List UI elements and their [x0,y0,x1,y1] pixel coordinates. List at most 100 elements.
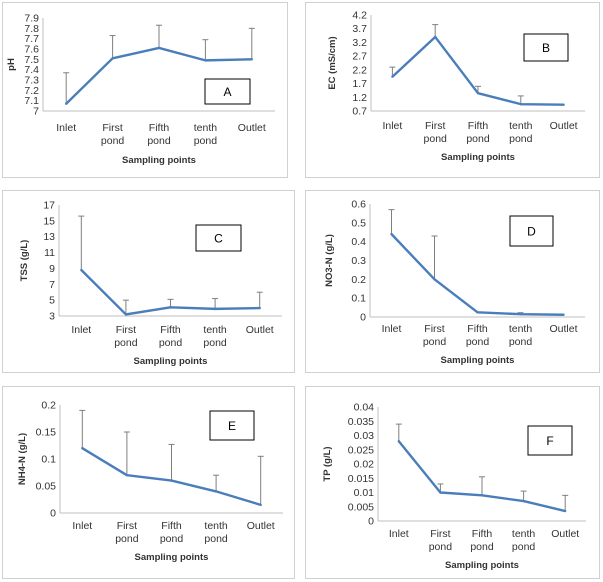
y-tick-label: 17 [43,200,55,212]
data-point [65,102,68,105]
y-tick-label: 3 [49,311,55,323]
x-tick-label: tenth pond [509,323,533,348]
panel-label: B [542,41,550,55]
data-point [204,59,207,62]
data-point [522,499,525,503]
x-tick-label: Outlet [238,122,266,134]
y-tick-label: 0.6 [351,199,366,211]
data-point [480,494,484,497]
data-point [391,75,394,78]
chart-panel-b: 0.7 1.2 1.7 2.2 2.7 3.2 3.7 4.2 Inlet First pond Fi… [305,2,600,178]
y-tick-label: 0.4 [351,236,366,248]
panel-label-box [209,410,255,441]
x-axis-title: Sampling points [445,560,519,571]
x-tick-label: Outlet [551,528,579,540]
x-axis-title: Sampling points [122,155,196,166]
x-axis-title: Sampling points [134,356,208,367]
x-tick-label: Fifth pond [160,520,184,545]
x-tick-label: Inlet [389,528,409,540]
y-tick-label: 7.6 [24,44,39,56]
data-point [157,46,161,50]
y-tick-label: 13 [43,231,55,243]
x-tick-label: Fifth pond [147,122,171,147]
x-tick-label: Fifth pond [466,120,490,145]
panel-label: F [546,434,553,448]
data-point [562,313,565,316]
y-tick-label: 0.2 [41,400,56,412]
panel-label: E [228,419,236,433]
data-point [250,58,253,61]
y-tick-label: 0 [360,312,366,324]
x-tick-label: Outlet [550,120,578,132]
data-point [258,306,261,310]
panel-label-box [204,78,251,105]
y-tick-label: 3.7 [352,23,367,35]
x-tick-label: Inlet [72,520,92,532]
data-point [433,278,436,281]
chart-panel-e: 0 0.05 0.1 0.15 0.2 Inlet First pond Fifth pond te… [2,386,295,579]
x-axis-title: Sampling points [441,152,515,163]
data-point [80,268,83,272]
x-axis-title: Sampling points [441,355,515,366]
x-tick-label: tenth pond [203,324,227,349]
panel-label-box [523,33,569,62]
data-point [169,306,172,309]
chart-panel-a: 7 7.1 7.2 7.3 7.4 7.5 7.6 7.7 7.8 7.9 Inlet First po… [2,2,288,178]
panel-label-box [527,425,573,456]
y-tick-label: 0.025 [348,444,374,456]
x-tick-label: First pond [423,323,447,348]
chart-b: 0.7 1.2 1.7 2.22.7 3.2 3.74.2 Inlet First pond Fi… [327,10,585,163]
x-axis-title: Sampling points [135,552,209,563]
y-tick-label: 0.02 [354,459,375,471]
x-tick-label: Fifth pond [470,528,494,553]
data-point [519,312,522,316]
x-tick-label: Fifth pond [466,323,490,348]
chart-panel-f: 0 0.005 0.01 0.015 0.02 0.025 0.03 0.035 0.04 Inl… [305,386,600,579]
data-point [259,503,262,507]
y-tick-label: 2.7 [352,51,367,63]
x-tick-label: Outlet [549,323,577,335]
data-point [476,311,479,314]
y-tick-label: 7 [49,279,55,291]
y-tick-label: 0.1 [351,293,366,305]
data-point [562,103,565,106]
x-tick-label: Fifth pond [159,324,183,349]
y-tick-label: 7.4 [24,64,39,76]
x-tick-label: First pond [115,520,139,545]
y-tick-label: 0.04 [354,402,375,414]
y-tick-label: 0.1 [41,454,56,466]
data-point [434,35,437,39]
data-point [390,232,393,236]
y-tick-label: 4.2 [352,10,367,22]
data-point [125,474,129,477]
y-tick-label: 7.3 [24,75,39,87]
x-tick-label: Inlet [56,122,76,134]
y-tick-label: 0.5 [351,217,366,229]
data-point [81,447,84,450]
chart-d: 0 0.1 0.2 0.3 0.4 0.5 0.6 Inlet First pond Fifth po… [324,199,585,366]
y-tick-label: 3.2 [352,37,367,49]
y-tick-label: 5 [49,295,55,307]
x-tick-label: tenth pond [509,120,533,145]
y-axis-title: TSS (g/L) [19,240,30,282]
y-tick-label: 9 [49,263,55,275]
x-tick-label: First pond [114,324,138,349]
chart-a: 77.17.27.37.47.57.67.77.87.9 Inlet First po… [6,13,275,166]
data-point [439,491,442,494]
y-tick-label: 0.005 [348,501,374,513]
x-tick-label: First pond [424,120,448,145]
y-tick-label: 0 [368,516,374,528]
chart-f: 0 0.005 0.01 0.015 0.02 0.025 0.03 0.035 0.04 Inl… [322,402,586,571]
data-point [564,509,567,513]
y-tick-label: 0.035 [348,416,374,428]
y-tick-label: 7.2 [24,85,39,97]
x-tick-label: First pond [101,122,125,147]
x-tick-label: Inlet [382,323,402,335]
y-tick-label: 15 [43,215,55,227]
y-tick-label: 7.9 [24,13,39,25]
panel-label: D [527,225,536,239]
x-tick-label: First pond [429,528,453,553]
y-tick-label: 7.5 [24,54,39,66]
data-point [170,479,173,482]
data-point [111,57,114,60]
